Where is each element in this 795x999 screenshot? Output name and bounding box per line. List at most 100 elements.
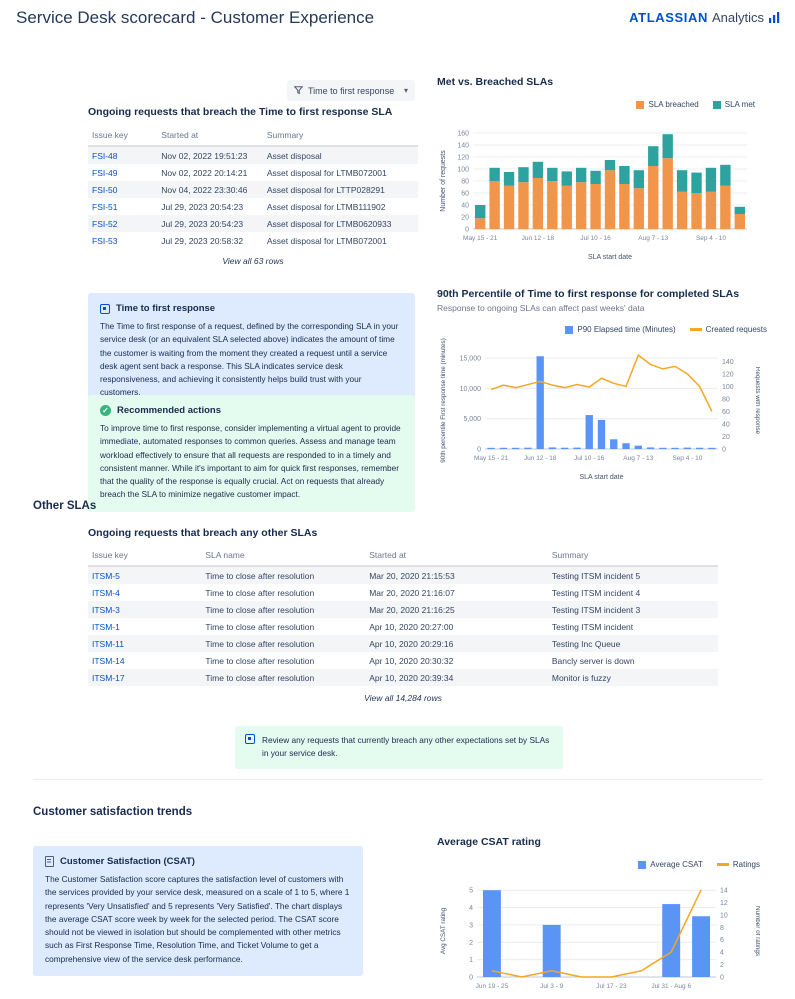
legend-item-created-requests[interactable]: Created requests: [689, 325, 767, 334]
panel-title-row: Time to first response: [100, 303, 403, 314]
issue-key-link[interactable]: FSI-48: [88, 146, 158, 164]
svg-text:80: 80: [722, 396, 730, 403]
analytics-chart-icon: [768, 11, 781, 24]
legend-item-sla-met[interactable]: SLA met: [712, 100, 755, 109]
table-cell: Mar 20, 2020 21:15:53: [365, 566, 548, 584]
table-row: ITSM-14 Time to close after resolution Apr…: [88, 652, 718, 669]
svg-text:Jul 17 - 23: Jul 17 - 23: [596, 983, 627, 990]
legend-label: Average CSAT: [650, 860, 703, 869]
issue-key-link[interactable]: ITSM-4: [92, 587, 120, 598]
panel-title: Time to first response: [116, 303, 216, 314]
panel-title: Recommended actions: [117, 405, 221, 416]
svg-text:80: 80: [461, 179, 469, 186]
issue-key-link[interactable]: ITSM-14: [92, 655, 125, 666]
view-all-rows-link[interactable]: View all 14,284 rows: [364, 693, 442, 703]
table-row: FSI-51 Jul 29, 2023 20:54:23 Asset disposa…: [88, 198, 418, 215]
table-cell: Asset disposal for LTMB072001: [266, 167, 387, 178]
svg-text:14: 14: [720, 887, 728, 894]
table-cell: Nov 04, 2022 23:30:46: [157, 181, 263, 198]
chart-subtitle: Response to ongoing SLAs can affect past…: [437, 303, 645, 313]
table-cell: Mar 20, 2020 21:16:07: [369, 587, 455, 598]
svg-text:SLA start date: SLA start date: [588, 254, 632, 261]
table-cell: Asset disposal for LTMB072001: [266, 235, 387, 246]
chart-legend: SLA breached SLA met: [437, 100, 755, 109]
brand-wordmark: ATLASSIAN: [629, 10, 708, 25]
svg-text:140: 140: [457, 143, 469, 150]
issue-key-link[interactable]: FSI-53: [92, 235, 118, 246]
svg-text:Requests with response: Requests with response: [754, 367, 760, 435]
met-vs-breached-chart: Met vs. Breached SLAs SLA breached SLA m…: [437, 76, 755, 263]
table-cell: Testing ITSM incident 4: [551, 587, 641, 598]
table-cell: Apr 10, 2020 20:27:00: [369, 621, 454, 632]
column-header: Started at: [365, 546, 548, 567]
table-cell: Jul 29, 2023 20:58:32: [161, 235, 244, 246]
issue-key-link[interactable]: ITSM-5: [88, 566, 202, 584]
issue-key-link[interactable]: ITSM-3: [88, 601, 202, 618]
table-cell: Time to close after resolution: [201, 669, 366, 686]
sla-filter-dropdown[interactable]: Time to first response ▾: [287, 80, 415, 101]
chart-title: 90th Percentile of Time to first respons…: [437, 288, 740, 300]
svg-text:20: 20: [461, 215, 469, 222]
recommended-actions-panel: ✓ Recommended actions To improve time to…: [88, 395, 415, 512]
brand-suffix: Analytics: [711, 10, 764, 25]
svg-text:Jun 12 - 18: Jun 12 - 18: [524, 455, 557, 462]
svg-text:Number of ratings: Number of ratings: [754, 906, 760, 956]
table-cell: Time to close after resolution: [201, 635, 366, 652]
table-row: FSI-53 Jul 29, 2023 20:58:32 Asset disposa…: [88, 232, 418, 249]
table-row: ITSM-5 Time to close after resolution Mar …: [88, 566, 718, 584]
table-row: ITSM-3 Time to close after resolution Mar …: [88, 601, 718, 618]
legend-label: SLA met: [724, 100, 755, 109]
check-icon: ✓: [100, 405, 111, 416]
legend-item-p90[interactable]: P90 Elapsed time (Minutes): [565, 325, 676, 334]
table-cell: Bancly server is down: [551, 655, 635, 666]
panel-body: The Time to first response of a request,…: [100, 321, 399, 398]
svg-text:2: 2: [469, 940, 473, 947]
issue-key-link[interactable]: FSI-51: [92, 201, 118, 212]
legend-item-average-csat[interactable]: Average CSAT: [638, 860, 703, 869]
svg-text:60: 60: [461, 191, 469, 198]
issue-key-link[interactable]: ITSM-1: [92, 621, 120, 632]
svg-text:Avg CSAT rating: Avg CSAT rating: [440, 907, 447, 954]
panel-body: To improve time to first response, consi…: [100, 423, 401, 500]
svg-text:Jun 12 - 18: Jun 12 - 18: [522, 235, 555, 242]
svg-text:3: 3: [469, 922, 473, 929]
svg-text:60: 60: [722, 409, 730, 416]
svg-text:20: 20: [722, 434, 730, 441]
issue-key-link[interactable]: FSI-52: [88, 215, 158, 232]
panel-title-row: Customer Satisfaction (CSAT): [45, 856, 351, 867]
table-cell: Apr 10, 2020 20:30:32: [369, 655, 454, 666]
svg-text:12: 12: [720, 900, 728, 907]
table-cell: Time to close after resolution: [205, 587, 315, 598]
view-all-rows-link[interactable]: View all 63 rows: [222, 256, 284, 266]
svg-text:160: 160: [457, 131, 469, 138]
column-header: Issue key: [88, 546, 202, 567]
chevron-down-icon: ▾: [403, 86, 408, 95]
csat-info-panel: Customer Satisfaction (CSAT) The Custome…: [33, 846, 363, 976]
svg-text:140: 140: [722, 359, 734, 366]
table-row: FSI-49 Nov 02, 2022 20:14:21 Asset disposa…: [88, 164, 418, 181]
svg-text:Sep 4 - 10: Sep 4 - 10: [696, 235, 726, 242]
issue-key-link[interactable]: ITSM-17: [88, 669, 202, 686]
legend-label: Ratings: [732, 860, 760, 869]
issue-key-link[interactable]: ITSM-11: [88, 635, 202, 652]
svg-text:4: 4: [720, 950, 724, 957]
issue-key-link[interactable]: FSI-49: [92, 167, 118, 178]
p90-chart: 90th Percentile of Time to first respons…: [437, 288, 767, 483]
table-cell: Testing Inc Queue: [547, 635, 718, 652]
chart-legend: P90 Elapsed time (Minutes) Created reque…: [437, 325, 767, 334]
issue-key-link[interactable]: FSI-50: [88, 181, 158, 198]
table-cell: Testing ITSM incident 3: [547, 601, 718, 618]
legend-line-swatch: [689, 328, 702, 331]
table-cell: Time to close after resolution: [205, 655, 315, 666]
legend-item-ratings[interactable]: Ratings: [716, 860, 760, 869]
filter-selected-value: Time to first response: [308, 85, 395, 96]
table-cell: Asset disposal for LTTP028291: [262, 181, 418, 198]
table-cell: Nov 02, 2022 20:14:21: [161, 167, 248, 178]
legend-label: Created requests: [705, 325, 767, 334]
table-cell: Asset disposal for LTMB111902: [266, 201, 386, 212]
svg-text:Jul 10 - 16: Jul 10 - 16: [580, 235, 611, 242]
table-row: FSI-52 Jul 29, 2023 20:54:23 Asset disposa…: [88, 215, 418, 232]
legend-item-sla-breached[interactable]: SLA breached: [636, 100, 699, 109]
table-cell: Mar 20, 2020 21:16:25: [365, 601, 548, 618]
